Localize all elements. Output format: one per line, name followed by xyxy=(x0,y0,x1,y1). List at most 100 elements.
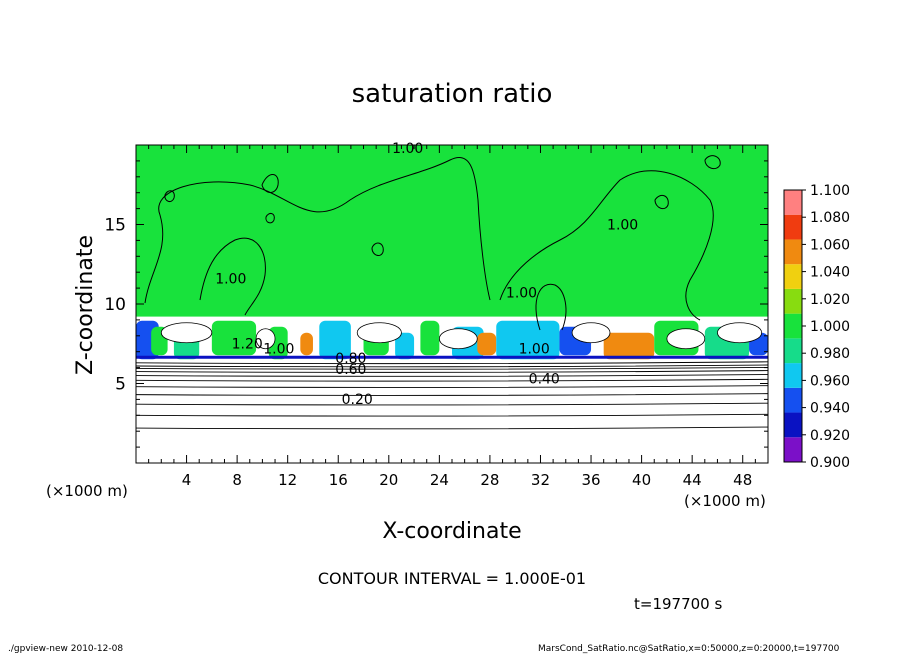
colorbar-label: 1.100 xyxy=(810,183,850,199)
colorbar-label: 1.060 xyxy=(810,237,850,253)
colorbar-swatch xyxy=(784,412,802,438)
x-tick-label: 36 xyxy=(581,471,600,489)
x-tick-label: 20 xyxy=(379,471,398,489)
contour-line xyxy=(144,157,491,304)
x-axis-label: X-coordinate xyxy=(382,519,521,544)
time-label: t=197700 s xyxy=(634,595,722,613)
contour-line xyxy=(135,366,769,370)
upper-saturated-layer xyxy=(136,145,768,317)
cloud-patch xyxy=(496,320,560,360)
colorbar-label: 0.920 xyxy=(810,428,850,444)
colorbar: 0.900 0.920 0.940 0.960 0.980 1.000 1.020 1.040… xyxy=(783,183,850,471)
cloud-patch xyxy=(395,332,415,360)
contour-label: 0.80 xyxy=(335,351,366,367)
cloud-layer xyxy=(136,316,768,362)
contour-label: 0.40 xyxy=(529,372,560,388)
x-unit-right: (×1000 m) xyxy=(684,492,766,510)
upper-contour-lines xyxy=(144,155,721,331)
colorbar-swatch xyxy=(784,264,802,289)
colorbar-swatch xyxy=(784,387,802,413)
footer-left: ./gpview-new 2010-12-08 xyxy=(8,644,123,654)
cloud-patch xyxy=(477,332,497,356)
contour-labels: 1.001.001.001.001.20 1.000.800.601.000.40… xyxy=(215,141,638,408)
contour-line xyxy=(135,426,769,430)
contour-label: 1.00 xyxy=(607,217,638,233)
contour-line xyxy=(135,385,769,388)
contour-line xyxy=(135,361,769,365)
contour-line xyxy=(135,413,769,417)
x-tick-label: 4 xyxy=(182,471,192,489)
x-axis-ticks: 4 8 12 16 20 24 28 32 36 40 44 48 xyxy=(148,145,756,489)
contour-label: 1.20 xyxy=(232,337,263,353)
y-tick-label: 15 xyxy=(104,216,126,236)
footer-right: MarsCond_SatRatio.nc@SatRatio,x=0:50000,… xyxy=(538,644,840,654)
contour-line xyxy=(164,190,175,203)
colorbar-swatch xyxy=(784,288,802,314)
cloud-white-cell xyxy=(571,322,611,344)
colorbar-label: 0.980 xyxy=(810,346,850,362)
colorbar-label: 0.940 xyxy=(810,401,850,417)
x-tick-label: 8 xyxy=(232,471,242,489)
cloud-patch xyxy=(319,320,351,360)
cloud-white-cell xyxy=(438,328,478,350)
lower-contour-lines xyxy=(135,361,769,430)
x-tick-label: 12 xyxy=(278,471,297,489)
contour-line xyxy=(135,393,769,396)
contour-line xyxy=(199,237,266,316)
x-tick-label: 32 xyxy=(531,471,550,489)
colorbar-label: 1.040 xyxy=(810,265,850,281)
colorbar-label: 1.080 xyxy=(810,210,850,226)
x-unit-left: (×1000 m) xyxy=(46,482,128,500)
y-tick-label: 5 xyxy=(115,375,126,395)
x-tick-label: 24 xyxy=(430,471,449,489)
contour-label: 0.20 xyxy=(342,392,373,408)
contour-label: 1.00 xyxy=(519,341,550,357)
cloud-white-cell xyxy=(666,328,706,350)
colorbar-swatch xyxy=(784,437,802,462)
contour-line xyxy=(135,370,769,373)
colorbar-label: 1.020 xyxy=(810,292,850,308)
colorbar-label: 0.960 xyxy=(810,373,850,389)
contour-line xyxy=(135,402,769,406)
contour-line xyxy=(265,212,275,224)
colorbar-label: 1.000 xyxy=(810,319,850,335)
colorbar-swatch xyxy=(784,363,802,388)
x-tick-label: 48 xyxy=(733,471,752,489)
colorbar-swatch xyxy=(784,338,802,364)
y-axis-label: Z-coordinate xyxy=(73,235,98,375)
cloud-patch xyxy=(420,320,440,356)
x-tick-label: 40 xyxy=(632,471,651,489)
y-tick-label: 10 xyxy=(104,295,126,315)
contour-label: 1.00 xyxy=(263,341,294,357)
contour-line xyxy=(704,155,721,170)
cloud-white-cell xyxy=(356,322,402,344)
chart-title: saturation ratio xyxy=(352,79,553,109)
x-tick-label: 28 xyxy=(480,471,499,489)
contour-label: 1.00 xyxy=(506,286,537,302)
contour-line xyxy=(135,374,769,377)
cloud-white-cell xyxy=(160,322,213,344)
contour-label: 1.00 xyxy=(215,271,246,287)
colorbar-swatch xyxy=(784,313,802,339)
colorbar-swatch xyxy=(784,214,802,240)
contour-line xyxy=(654,194,669,210)
x-tick-label: 16 xyxy=(329,471,348,489)
cloud-patch xyxy=(300,332,313,356)
contour-line xyxy=(135,364,769,368)
colorbar-swatch xyxy=(784,239,802,265)
cloud-patch xyxy=(211,320,257,356)
contour-line xyxy=(261,174,279,193)
y-axis-ticks: 5 10 15 xyxy=(104,160,768,448)
contour-line xyxy=(371,242,384,256)
colorbar-swatch xyxy=(784,190,802,215)
contour-line xyxy=(135,378,769,382)
contour-interval-text: CONTOUR INTERVAL = 1.000E-01 xyxy=(318,569,586,588)
contour-label: 0.60 xyxy=(335,362,366,378)
contour-line xyxy=(499,170,714,321)
plot-area: 1.001.001.001.001.20 1.000.800.601.000.40… xyxy=(104,141,769,489)
cloud-patch xyxy=(603,332,655,360)
contour-label: 1.00 xyxy=(392,141,423,157)
cloud-white-cell xyxy=(255,328,276,350)
colorbar-label: 0.900 xyxy=(810,455,850,471)
